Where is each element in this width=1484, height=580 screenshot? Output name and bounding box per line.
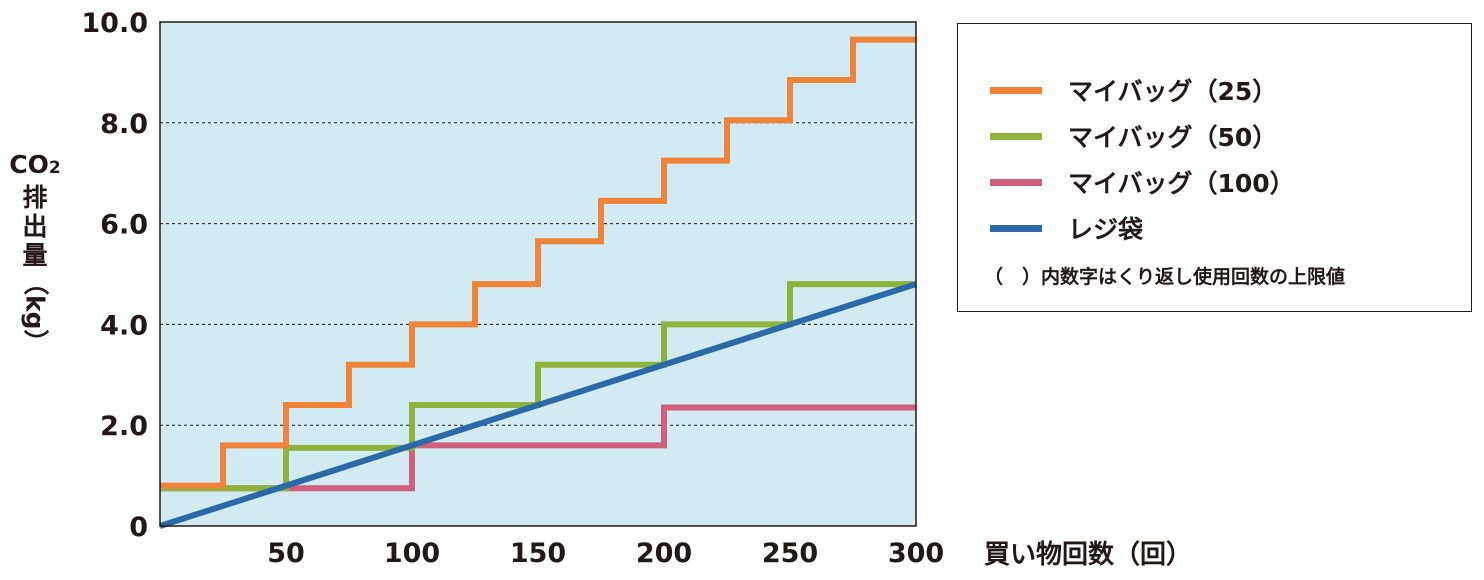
legend-label: レジ袋 <box>1068 215 1144 244</box>
legend: マイバッグ（25） マイバッグ（50） マイバッグ（100） レジ袋 （ ）内数… <box>957 23 1472 312</box>
series-line-mybag-25 <box>160 36 916 489</box>
legend-item-mybag-50: マイバッグ（50） <box>990 116 1277 156</box>
x-tick-label: 150 <box>510 538 566 569</box>
y-tick-label: 2.0 <box>100 411 148 442</box>
legend-label: マイバッグ（100） <box>1068 169 1295 198</box>
legend-item-plastic-bag: レジ袋 <box>990 208 1143 248</box>
x-tick-label: 100 <box>384 538 440 569</box>
legend-note: （ ）内数字はくり返し使用回数の上限値 <box>984 266 1346 288</box>
y-tick-label: 0 <box>129 512 148 543</box>
x-tick-label: 50 <box>267 538 305 569</box>
x-tick-label: 300 <box>888 538 944 569</box>
series-line-mybag-50 <box>160 281 916 492</box>
y-tick-label: 6.0 <box>100 210 148 241</box>
legend-swatch <box>990 86 1042 94</box>
x-tick-label: 200 <box>636 538 692 569</box>
legend-label: マイバッグ（50） <box>1068 123 1278 152</box>
legend-swatch <box>990 224 1042 232</box>
y-axis-label: CO2 排 出 量 （kg） <box>9 150 61 355</box>
legend-swatch <box>990 132 1042 140</box>
x-tick-label: 250 <box>762 538 818 569</box>
legend-label: マイバッグ（25） <box>1068 77 1278 106</box>
series-line-plastic-bag <box>159 281 917 529</box>
y-tick-label: 4.0 <box>100 310 148 341</box>
y-tick-label: 8.0 <box>100 109 148 140</box>
y-tick-label: 10.0 <box>81 8 148 39</box>
x-axis-label: 買い物回数（回） <box>984 540 1193 570</box>
plot-frame <box>159 21 917 527</box>
legend-item-mybag-25: マイバッグ（25） <box>990 70 1277 110</box>
legend-swatch <box>990 178 1042 186</box>
legend-item-mybag-100: マイバッグ（100） <box>990 162 1295 202</box>
series-line-mybag-100 <box>160 404 916 492</box>
